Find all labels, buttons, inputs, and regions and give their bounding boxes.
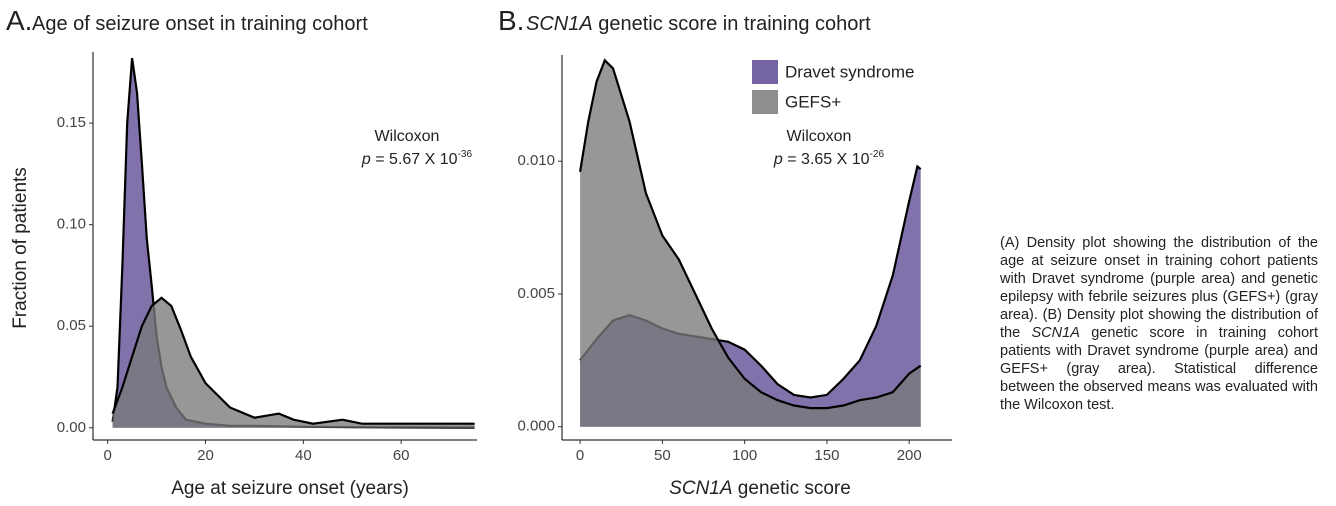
annotation: Wilcoxon xyxy=(787,128,852,145)
chart-title: Age of seizure onset in training cohort xyxy=(32,13,368,35)
x-axis-label: SCN1A genetic score xyxy=(669,478,851,499)
x-tick-label: 60 xyxy=(393,447,410,464)
annotation-part: -36 xyxy=(458,149,473,160)
y-axis-label: Fraction of patients xyxy=(10,167,31,329)
label-part: SCN1A xyxy=(669,478,732,499)
y-tick-label: 0.05 xyxy=(57,317,86,334)
x-axis-label: Age at seizure onset (years) xyxy=(171,478,409,499)
y-tick-label: 0.00 xyxy=(57,419,86,436)
legend-swatch xyxy=(752,90,778,114)
y-tick-label: 0.15 xyxy=(57,114,86,131)
y-tick-label: 0.010 xyxy=(517,152,555,169)
x-tick-label: 0 xyxy=(576,447,584,464)
x-tick-label: 200 xyxy=(897,447,922,464)
density-line xyxy=(579,58,922,410)
x-tick-label: 20 xyxy=(197,447,214,464)
caption-text: genetic score in training cohort patient… xyxy=(1000,325,1319,413)
y-tick-label: 0.000 xyxy=(517,418,555,435)
legend-label: Dravet syndrome xyxy=(785,62,914,81)
panel-label: B. xyxy=(498,5,524,36)
x-tick-label: 0 xyxy=(104,447,112,464)
panel-label: A. xyxy=(6,5,32,36)
annotation-part: p xyxy=(361,151,371,168)
legend-swatch xyxy=(752,60,778,84)
annotation: p = 3.65 X 10-26 xyxy=(773,149,885,168)
y-tick-label: 0.005 xyxy=(517,285,555,302)
annotation-part: -26 xyxy=(870,149,885,160)
x-tick-label: 40 xyxy=(295,447,312,464)
annotation-part: = 3.65 X 10 xyxy=(783,151,870,168)
legend-label: GEFS+ xyxy=(785,92,841,111)
annotation-part: = 5.67 X 10 xyxy=(371,151,458,168)
caption: (A) Density plot showing the distributio… xyxy=(1000,234,1318,414)
density-area xyxy=(580,60,921,427)
annotation: Wilcoxon xyxy=(375,128,440,145)
title-part: SCN1A xyxy=(526,13,593,35)
y-tick-label: 0.10 xyxy=(57,216,86,233)
caption-text: (A) Density plot showing the distributio… xyxy=(1000,235,1318,341)
chart-title: SCN1A genetic score in training cohort xyxy=(526,13,871,35)
density-line xyxy=(111,296,475,425)
annotation: p = 5.67 X 10-36 xyxy=(361,149,473,168)
label-part: genetic score xyxy=(733,478,851,499)
density-area xyxy=(112,297,475,428)
x-tick-label: 100 xyxy=(732,447,757,464)
x-tick-label: 150 xyxy=(814,447,839,464)
figure: A. Age of seizure onset in training coho… xyxy=(6,5,952,499)
title-part: genetic score in training cohort xyxy=(593,13,871,35)
caption-text: SCN1A xyxy=(1031,325,1080,341)
x-tick-label: 50 xyxy=(654,447,671,464)
annotation-part: p xyxy=(773,151,783,168)
